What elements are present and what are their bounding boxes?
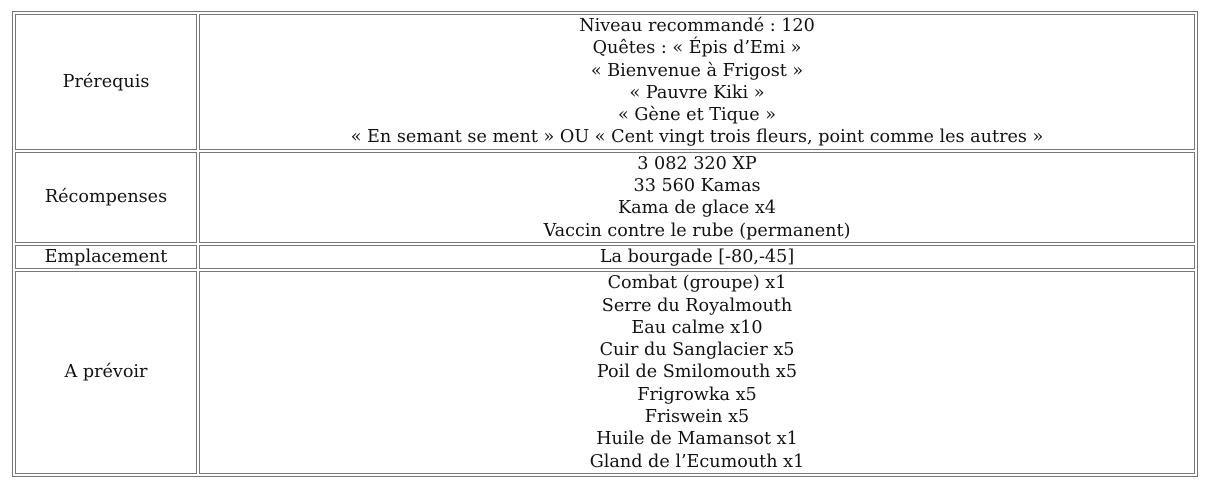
value-line: « Bienvenue à Frigost » — [590, 60, 804, 81]
value-line: « Pauvre Kiki » — [629, 82, 765, 103]
value-line: Huile de Mamansot x1 — [596, 429, 798, 450]
value-line: Serre du Royalmouth — [601, 295, 793, 316]
value-line: Gland de l’Ecumouth x1 — [589, 451, 805, 472]
quest-info-table: Prérequis Niveau recommandé : 120 Quêtes :… — [12, 11, 1198, 477]
value-line: 33 560 Kamas — [633, 176, 761, 197]
row-label: Emplacement — [15, 244, 197, 270]
table-row-requirements: A prévoir Combat (groupe) x1 Serre du Roya… — [15, 271, 1195, 474]
value-line: « En semant se ment » OU « Cent vingt tr… — [350, 127, 1044, 148]
table-row-rewards: Récompenses 3 082 320 XP 33 560 Kamas Kama … — [15, 151, 1195, 243]
value-line: Friswein x5 — [644, 407, 750, 428]
row-label: Récompenses — [15, 151, 197, 243]
row-value: Niveau recommandé : 120 Quêtes : « Épis d… — [199, 14, 1195, 150]
value-line: Quêtes : « Épis d’Emi » — [592, 38, 802, 59]
row-label: Prérequis — [15, 14, 197, 150]
value-line: Vaccin contre le rube (permanent) — [543, 220, 851, 241]
value-line: Niveau recommandé : 120 — [579, 16, 815, 36]
table-row-prerequisites: Prérequis Niveau recommandé : 120 Quêtes :… — [15, 14, 1195, 150]
row-value: La bourgade [-80,-45] — [199, 244, 1195, 270]
value-line: La bourgade [-80,-45] — [599, 246, 795, 267]
value-line: Eau calme x10 — [631, 317, 763, 338]
table-row-location: Emplacement La bourgade [-80,-45] — [15, 244, 1195, 270]
value-line: Kama de glace x4 — [617, 198, 777, 219]
value-line: Frigrowka x5 — [637, 384, 757, 405]
value-line: Poil de Smilomouth x5 — [596, 362, 798, 383]
row-label: A prévoir — [15, 271, 197, 474]
value-line: 3 082 320 XP — [637, 153, 757, 174]
value-line: Cuir du Sanglacier x5 — [599, 340, 795, 361]
value-line: « Gène et Tique » — [618, 105, 776, 126]
row-value: Combat (groupe) x1 Serre du Royalmouth Eau… — [199, 271, 1195, 474]
row-value: 3 082 320 XP 33 560 Kamas Kama de glace x4… — [199, 151, 1195, 243]
value-line: Combat (groupe) x1 — [607, 273, 787, 294]
